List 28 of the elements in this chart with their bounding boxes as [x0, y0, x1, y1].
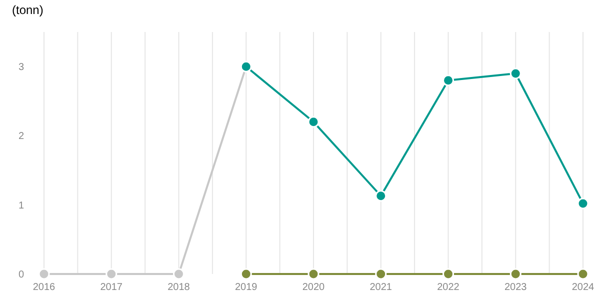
point — [510, 68, 522, 80]
point — [308, 116, 320, 128]
x-tick-label: 2023 — [504, 282, 528, 293]
y-tick-label: 2 — [18, 131, 24, 142]
point — [375, 268, 387, 280]
x-tick-label: 2019 — [235, 282, 258, 293]
x-tick-label: 2018 — [168, 282, 190, 293]
y-tick-label: 0 — [18, 270, 24, 280]
point — [442, 268, 454, 280]
x-tick-label: 2022 — [437, 282, 460, 293]
x-tick-label: 2021 — [370, 282, 392, 293]
x-tick-label: 2017 — [100, 282, 123, 293]
point — [173, 268, 184, 280]
y-tick-label: 1 — [18, 200, 24, 212]
point — [106, 268, 118, 280]
y-axis-title: (tonn) — [12, 3, 44, 17]
point — [240, 268, 252, 280]
x-tick-label: 2016 — [32, 282, 56, 293]
x-tick-label: 2020 — [302, 282, 326, 293]
point — [375, 190, 387, 202]
x-tick-label: 2024 — [572, 282, 595, 293]
point — [577, 198, 589, 210]
point — [38, 268, 50, 280]
y-tick-label: 3 — [18, 62, 24, 74]
point — [442, 74, 454, 86]
point — [577, 268, 589, 280]
point — [308, 268, 320, 280]
point — [510, 268, 522, 280]
